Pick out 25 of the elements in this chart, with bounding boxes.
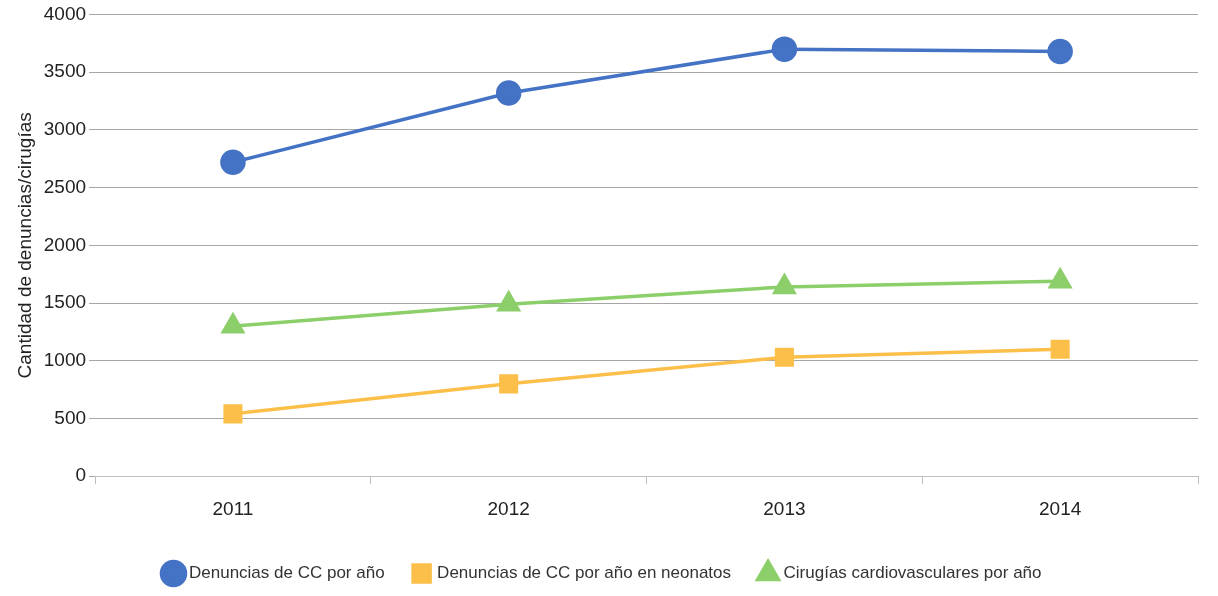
point <box>220 149 246 175</box>
y-axis-title: Cantidad de denuncias/cirugías <box>13 112 35 379</box>
x-tick-label: 2012 <box>487 497 530 519</box>
point <box>223 404 243 424</box>
point <box>1047 38 1073 65</box>
y-tick-label: 1000 <box>43 349 87 371</box>
y-tick-label: 2500 <box>43 175 87 197</box>
y-tick-label: 1500 <box>43 291 87 313</box>
point <box>499 374 519 394</box>
legend-label: Denuncias de CC por año en neonatos <box>437 563 732 583</box>
x-tick-label: 2011 <box>212 497 254 519</box>
y-tick-label: 2000 <box>43 233 87 255</box>
x-tick-label: 2013 <box>763 497 806 519</box>
y-tick-label: 0 <box>75 464 87 486</box>
legend-label: Cirugías cardiovasculares por año <box>783 563 1042 583</box>
y-tick-label: 3000 <box>43 118 87 140</box>
point <box>1050 339 1070 359</box>
x-tick-label: 2014 <box>1038 497 1082 519</box>
legend-label: Denuncias de CC por año <box>189 563 385 583</box>
point <box>771 36 798 62</box>
y-tick-label: 3500 <box>43 60 87 82</box>
y-tick-label: 4000 <box>43 2 87 24</box>
point <box>495 80 522 106</box>
point <box>774 347 794 367</box>
y-tick-label: 500 <box>54 406 87 428</box>
